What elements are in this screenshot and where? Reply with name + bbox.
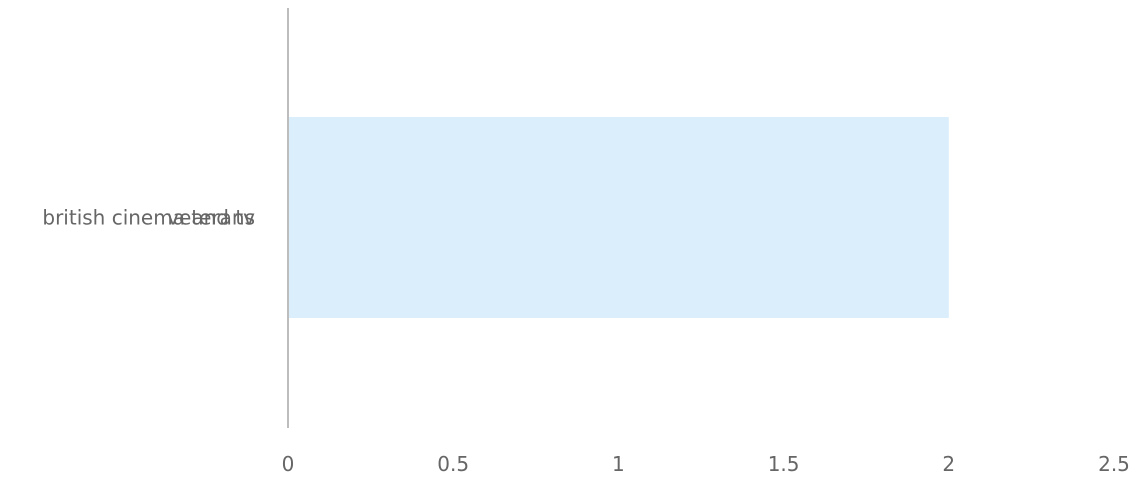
category-label: veterans	[167, 206, 255, 230]
x-axis-ticks: 0 0.5 1 1.5 2 2.5	[282, 452, 1130, 476]
category-label: british cinema and tv	[42, 206, 255, 230]
bar	[288, 117, 949, 318]
x-tick-label: 1.5	[768, 452, 800, 476]
plot-area	[288, 117, 949, 318]
x-tick-label: 2.5	[1098, 452, 1130, 476]
x-tick-label: 0	[282, 452, 295, 476]
x-tick-label: 2	[942, 452, 955, 476]
x-tick-label: 1	[612, 452, 625, 476]
x-tick-label: 0.5	[437, 452, 469, 476]
